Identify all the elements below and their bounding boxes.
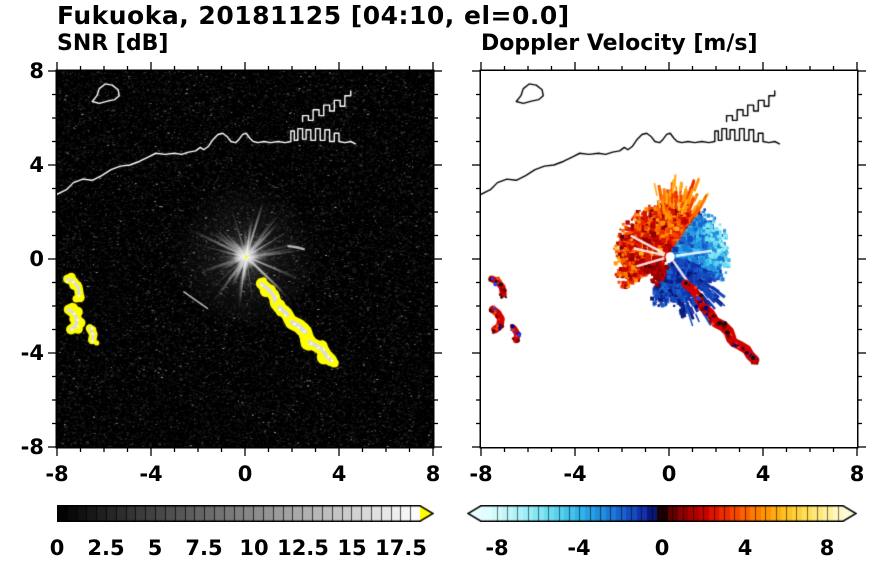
vel-cb-label-0: 0 bbox=[654, 536, 670, 560]
snr-x-tick-label-0: 0 bbox=[237, 462, 253, 486]
vel-x-tick-label-4: 4 bbox=[755, 462, 771, 486]
snr-cb-label-5: 5 bbox=[147, 536, 163, 560]
snr-heatmap-canvas bbox=[57, 71, 433, 447]
snr-x-tick-label-m4: -4 bbox=[139, 462, 163, 486]
velocity-colorbar bbox=[467, 505, 857, 522]
vel-cb-label-m4: -4 bbox=[567, 536, 591, 560]
snr-cb-label-10: 10 bbox=[239, 536, 269, 560]
snr-cb-label-17p5: 17.5 bbox=[375, 536, 427, 560]
y-tick-label-m8: -8 bbox=[20, 435, 44, 459]
vel-x-tick-label-0: 0 bbox=[661, 462, 677, 486]
snr-cb-label-7p5: 7.5 bbox=[185, 536, 223, 560]
y-tick-label-0: 0 bbox=[29, 247, 44, 271]
y-tick-label-m4: -4 bbox=[20, 341, 44, 365]
figure-title: Fukuoka, 20181125 [04:10, el=0.0] bbox=[57, 1, 570, 30]
vel-cb-label-m8: -8 bbox=[485, 536, 509, 560]
snr-cb-label-15: 15 bbox=[337, 536, 367, 560]
velocity-heatmap-canvas bbox=[481, 71, 857, 447]
snr-x-tick-label-8: 8 bbox=[425, 462, 441, 486]
snr-cb-label-0: 0 bbox=[49, 536, 65, 560]
y-tick-label-4: 4 bbox=[29, 153, 44, 177]
vel-x-tick-label-m4: -4 bbox=[563, 462, 587, 486]
vel-x-tick-label-m8: -8 bbox=[469, 462, 493, 486]
snr-cb-label-12p5: 12.5 bbox=[277, 536, 329, 560]
snr-colorbar bbox=[57, 505, 434, 522]
vel-x-tick-label-8: 8 bbox=[849, 462, 865, 486]
y-tick-label-8: 8 bbox=[29, 59, 44, 83]
snr-x-tick-label-4: 4 bbox=[331, 462, 347, 486]
snr-panel-title: SNR [dB] bbox=[57, 31, 169, 56]
snr-cb-label-2p5: 2.5 bbox=[87, 536, 125, 560]
snr-x-tick-label-m8: -8 bbox=[45, 462, 69, 486]
vel-cb-label-8: 8 bbox=[819, 536, 835, 560]
vel-panel-title: Doppler Velocity [m/s] bbox=[481, 31, 758, 56]
vel-cb-label-4: 4 bbox=[737, 536, 753, 560]
